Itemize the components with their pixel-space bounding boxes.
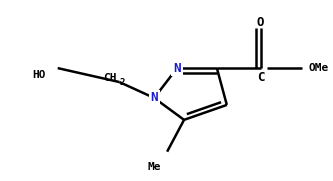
Text: CH: CH: [104, 73, 117, 83]
Text: HO: HO: [32, 70, 45, 80]
Text: O: O: [257, 16, 264, 29]
Text: Me: Me: [148, 162, 161, 172]
Text: C: C: [257, 71, 264, 84]
Text: OMe: OMe: [308, 63, 329, 73]
Text: N: N: [151, 91, 158, 104]
Text: 2: 2: [120, 77, 125, 87]
Text: N: N: [173, 62, 181, 75]
